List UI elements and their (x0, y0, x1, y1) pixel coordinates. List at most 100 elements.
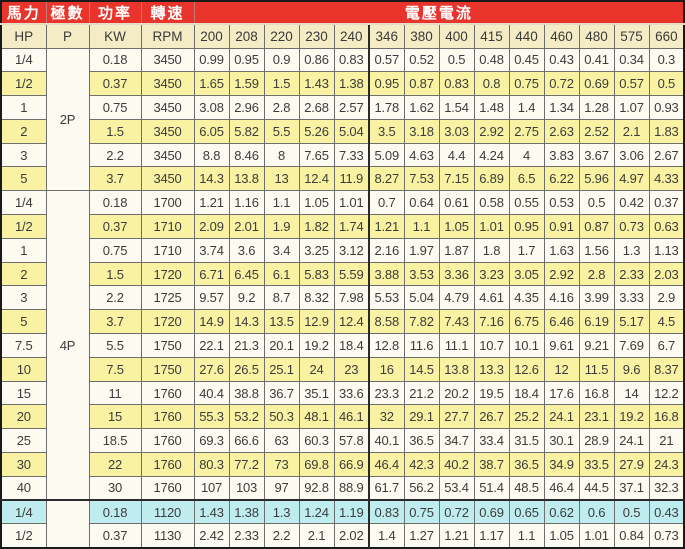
amp-cell-380v: 29.1 (403, 404, 440, 430)
amp-cell-220v: 36.7 (263, 380, 300, 406)
amp-cell-200v: 1.65 (193, 71, 230, 97)
amp-cell-230v: 2.68 (298, 95, 335, 120)
amp-cell-346v: 5.53 (368, 285, 405, 311)
amp-cell-240v: 11.9 (333, 166, 370, 192)
amp-cell-380v: 0.52 (403, 47, 440, 73)
rpm-cell: 1725 (140, 285, 195, 311)
hp-cell: 1/2 (0, 523, 47, 549)
amp-cell-200v: 3.74 (193, 237, 230, 263)
kw-cell: 3.7 (88, 309, 142, 335)
amp-cell-480v: 0.87 (578, 214, 615, 239)
amp-cell-660v: 0.93 (648, 95, 685, 120)
amp-cell-480v: 28.9 (578, 428, 615, 454)
amp-cell-380v: 3.53 (403, 261, 440, 287)
amp-cell-208v: 1.59 (228, 71, 265, 97)
amp-cell-415v: 51.4 (473, 475, 510, 501)
amp-cell-415v: 0.8 (473, 71, 510, 97)
table-body: 1/4 2P 0.18 3450 0.99 0.95 0.9 0.86 0.83 0.57 0.52… (0, 47, 685, 549)
amp-cell-230v: 3.25 (298, 237, 335, 263)
hp-cell: 1/2 (0, 71, 47, 97)
amp-cell-346v: 40.1 (368, 428, 405, 454)
table-row: 25 18.5 1760 69.3 66.6 63 60.3 57.8 40.1 36.5 34.7… (0, 428, 685, 454)
amp-cell-575v: 0.42 (613, 190, 650, 216)
col-header-rpm: RPM (140, 23, 195, 49)
amp-cell-440v: 0.55 (508, 190, 545, 216)
amp-cell-380v: 7.82 (403, 309, 440, 335)
amp-cell-660v: 0.63 (648, 214, 685, 239)
amp-cell-460v: 6.22 (543, 166, 580, 192)
amp-cell-480v: 0.41 (578, 47, 615, 73)
amp-cell-575v: 0.84 (613, 523, 650, 549)
group-header-voltage-current: 電壓電流 (193, 0, 685, 25)
amp-cell-440v: 10.1 (508, 333, 545, 358)
hp-cell: 1/4 (0, 499, 47, 525)
amp-cell-208v: 3.6 (228, 237, 265, 263)
amp-cell-460v: 0.43 (543, 47, 580, 73)
amp-cell-208v: 103 (228, 475, 265, 501)
amp-cell-440v: 25.2 (508, 404, 545, 430)
amp-cell-415v: 0.48 (473, 47, 510, 73)
amp-cell-346v: 46.4 (368, 452, 405, 477)
amp-cell-208v: 8.46 (228, 142, 265, 168)
amp-cell-200v: 1.43 (193, 499, 230, 525)
kw-cell: 0.75 (88, 95, 142, 120)
amp-cell-346v: 2.16 (368, 237, 405, 263)
amp-cell-230v: 19.2 (298, 333, 335, 358)
amp-cell-200v: 3.08 (193, 95, 230, 120)
amp-cell-480v: 0.6 (578, 499, 615, 525)
amp-cell-240v: 2.57 (333, 95, 370, 120)
kw-cell: 11 (88, 380, 142, 406)
kw-cell: 5.5 (88, 333, 142, 358)
amp-cell-346v: 0.57 (368, 47, 405, 73)
amp-cell-460v: 6.46 (543, 309, 580, 335)
amp-cell-575v: 3.33 (613, 285, 650, 311)
amp-cell-400v: 3.03 (438, 118, 475, 144)
amp-cell-380v: 0.75 (403, 499, 440, 525)
amp-cell-380v: 4.63 (403, 142, 440, 168)
amp-cell-440v: 18.4 (508, 380, 545, 406)
amp-cell-240v: 57.8 (333, 428, 370, 454)
amp-cell-230v: 1.43 (298, 71, 335, 97)
table-row: 1/2 0.37 1710 2.09 2.01 1.9 1.82 1.74 1.21 1.1 1.0… (0, 214, 685, 239)
amp-cell-208v: 53.2 (228, 404, 265, 430)
voltage-header-660: 660 (648, 23, 685, 49)
amp-cell-480v: 33.5 (578, 452, 615, 477)
hp-cell: 25 (0, 428, 47, 454)
kw-cell: 2.2 (88, 285, 142, 311)
amp-cell-460v: 24.1 (543, 404, 580, 430)
amp-cell-346v: 12.8 (368, 333, 405, 358)
amp-cell-208v: 2.96 (228, 95, 265, 120)
amp-cell-240v: 2.02 (333, 523, 370, 549)
amp-cell-240v: 66.9 (333, 452, 370, 477)
amp-cell-230v: 48.1 (298, 404, 335, 430)
hp-cell: 2 (0, 118, 47, 144)
amp-cell-220v: 5.5 (263, 118, 300, 144)
group-header-hp: 馬力 (0, 0, 47, 25)
rpm-cell: 1710 (140, 214, 195, 239)
amp-cell-575v: 4.97 (613, 166, 650, 192)
table-header: 馬力 極數 功率 轉速 電壓電流 HP P KW RPM 200 208 220 230 240 346 38… (0, 0, 685, 49)
rpm-cell: 1720 (140, 261, 195, 287)
amp-cell-415v: 19.5 (473, 380, 510, 406)
amp-cell-480v: 2.52 (578, 118, 615, 144)
rpm-cell: 1750 (140, 333, 195, 358)
amp-cell-346v: 1.4 (368, 523, 405, 549)
voltage-header-575: 575 (613, 23, 650, 49)
amp-cell-208v: 13.8 (228, 166, 265, 192)
amp-cell-230v: 1.05 (298, 190, 335, 216)
amp-cell-230v: 12.9 (298, 309, 335, 335)
table-row: 3 2.2 1725 9.57 9.2 8.7 8.32 7.98 5.53 5.04 4.79 4.… (0, 285, 685, 311)
kw-cell: 22 (88, 452, 142, 477)
table-row: 5 3.7 1720 14.9 14.3 13.5 12.9 12.4 8.58 7.82 7.43… (0, 309, 685, 335)
amp-cell-400v: 34.7 (438, 428, 475, 454)
amp-cell-346v: 3.88 (368, 261, 405, 287)
amp-cell-200v: 1.21 (193, 190, 230, 216)
amp-cell-440v: 1.7 (508, 237, 545, 263)
amp-cell-460v: 12 (543, 356, 580, 382)
amp-cell-200v: 107 (193, 475, 230, 501)
amp-cell-660v: 0.3 (648, 47, 685, 73)
amp-cell-230v: 2.1 (298, 523, 335, 549)
amp-cell-400v: 53.4 (438, 475, 475, 501)
table-row: 1/2 0.37 3450 1.65 1.59 1.5 1.43 1.38 0.95 0.87 0.… (0, 71, 685, 97)
amp-cell-660v: 0.5 (648, 71, 685, 97)
